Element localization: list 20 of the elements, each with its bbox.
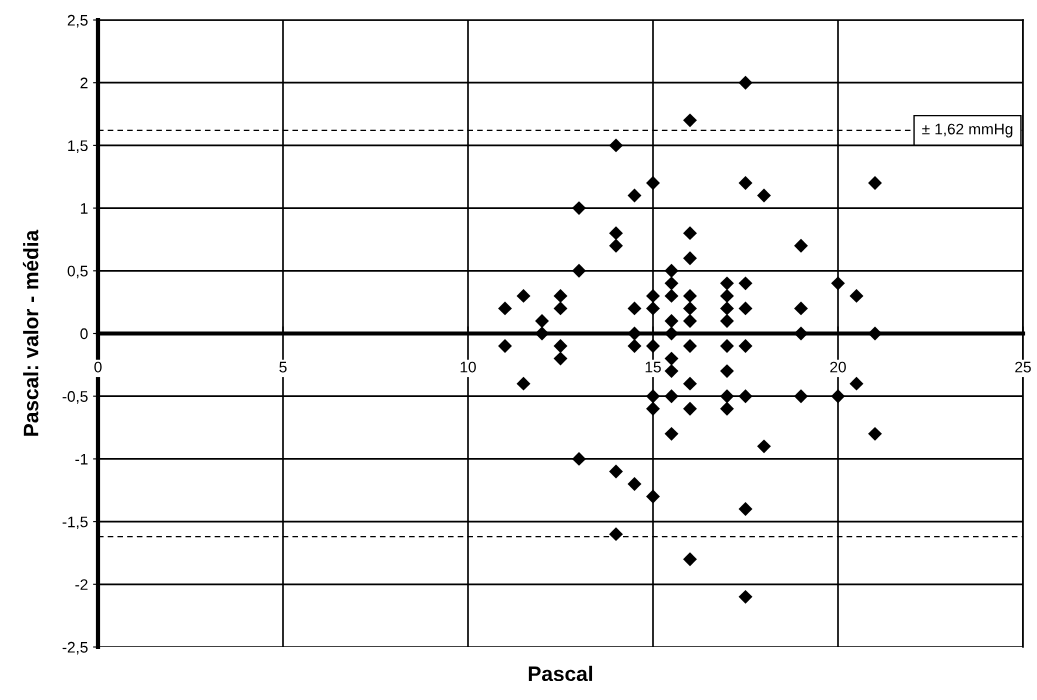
x-tick-label: 25: [1015, 361, 1031, 373]
y-tick-label: 1,5: [68, 140, 88, 153]
y-tick-label: 0: [80, 328, 88, 340]
y-tick-label: 2,5: [67, 14, 88, 28]
y-tick-label: -0,5: [62, 391, 88, 404]
y-tick-label: -2,5: [62, 641, 88, 655]
x-axis-title: Pascal: [528, 665, 593, 682]
y-tick-label: -2: [75, 579, 88, 590]
x-tick-label: 10: [460, 361, 476, 373]
y-axis-title: Pascal: valor - média: [22, 229, 39, 436]
y-tick-label: -1: [75, 453, 88, 465]
y-tick-label: -1,5: [62, 516, 88, 530]
ref-line-label: ± 1,62 mmHg: [922, 123, 1013, 138]
x-tick-label: 5: [279, 361, 287, 373]
x-tick-label: 15: [645, 361, 661, 373]
y-tick-label: 1: [80, 203, 88, 214]
x-tick-label: 0: [94, 361, 102, 373]
y-tick-label: 2: [80, 77, 88, 89]
x-tick-label: 20: [830, 361, 846, 373]
y-tick-label: 0,5: [67, 265, 88, 279]
